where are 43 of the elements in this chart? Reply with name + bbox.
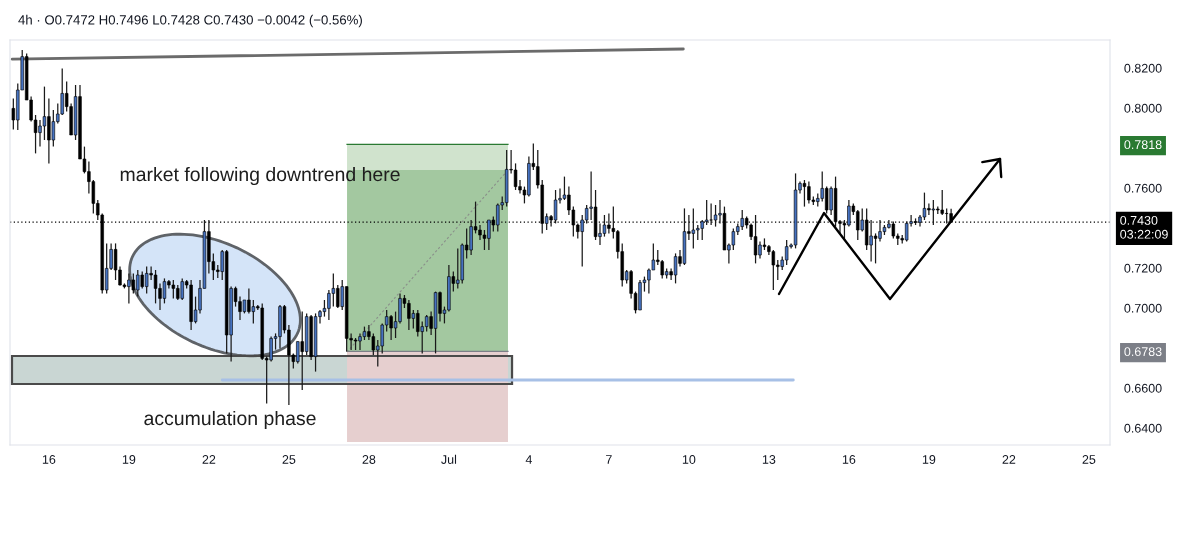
x-tick-label: 16: [842, 455, 856, 464]
y-tick-label: 0.7818: [1124, 140, 1162, 150]
candlestick: [51, 109, 56, 148]
x-tick-label: 28: [362, 455, 376, 464]
y-tick-label: 0.8000: [1124, 103, 1162, 113]
candlestick: [673, 252, 678, 285]
candlestick: [398, 292, 402, 325]
candlestick: [251, 299, 256, 325]
x-tick-label: 7: [606, 455, 612, 464]
x-tick-label: Jul: [441, 454, 457, 464]
candlestick: [824, 185, 829, 215]
candlestick: [358, 332, 362, 351]
x-tick-label: 4: [525, 455, 532, 464]
ref-line-label: 0.7430 03:22:09: [1120, 215, 1168, 239]
annotation: accumulation phase: [144, 410, 316, 430]
y-tick-label: 0.8200: [1124, 63, 1162, 73]
candlestick: [802, 179, 807, 208]
x-tick-label: 10: [682, 455, 696, 464]
x-tick-label: 19: [922, 455, 936, 464]
candlestick: [171, 279, 176, 300]
x-tick-label: 22: [1002, 455, 1016, 464]
candlestick: [38, 119, 42, 148]
x-tick-label: 25: [282, 455, 296, 464]
candlestick: [753, 214, 758, 265]
y-tick-label: 0.7000: [1124, 303, 1162, 313]
candlestick: [513, 162, 518, 191]
candlestick: [873, 232, 878, 265]
x-tick-label: 16: [42, 455, 56, 464]
annotation: market following downtrend here: [120, 166, 400, 186]
y-tick-label: 0.7200: [1124, 263, 1162, 273]
candlestick: [771, 249, 776, 291]
x-tick-label: 22: [202, 455, 216, 464]
x-tick-label: 13: [762, 455, 776, 464]
y-tick-label: 0.6783: [1124, 347, 1162, 357]
chart-title: 4h · O0.7472 H0.7496 L0.7428 C0.7430 −0.0042 (−0.56%): [18, 14, 362, 28]
x-tick-label: 19: [122, 455, 136, 464]
candlestick: [784, 239, 789, 266]
y-tick-label: 0.6600: [1124, 383, 1162, 393]
x-tick-label: 25: [1082, 455, 1096, 464]
candlestick: [144, 265, 149, 295]
y-tick-label: 0.6400: [1124, 423, 1162, 433]
candlestick: [691, 207, 696, 250]
y-tick-label: 0.7600: [1124, 183, 1162, 193]
